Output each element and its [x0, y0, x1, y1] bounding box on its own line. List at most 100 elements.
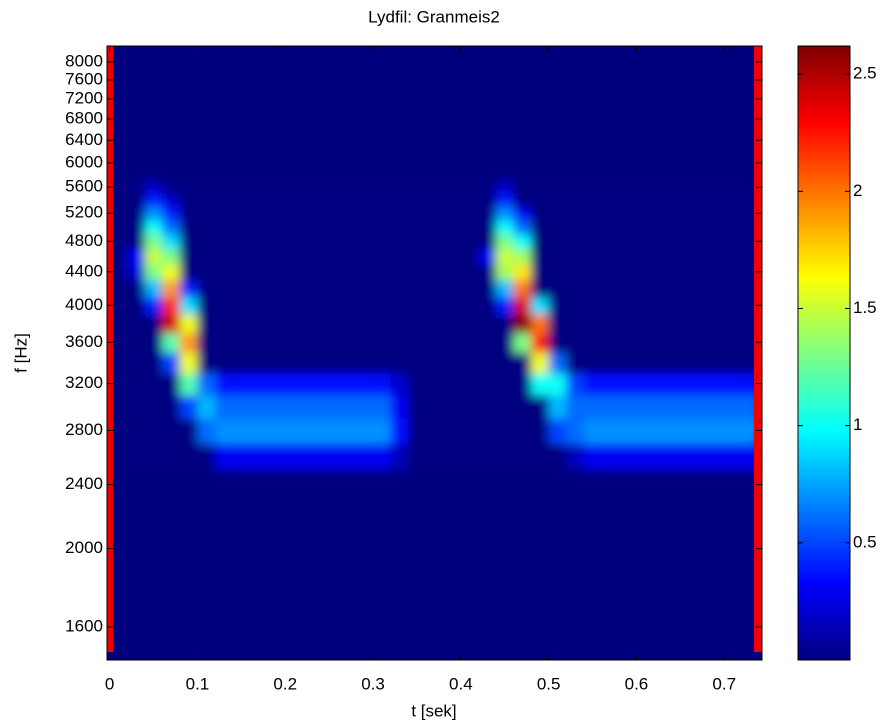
y-tick-label: 4800	[65, 231, 103, 250]
heatmap-cell	[162, 193, 181, 208]
heatmap-cell	[531, 234, 550, 250]
heatmap-cell	[513, 352, 532, 374]
heatmap-cell	[232, 314, 251, 334]
heatmap-cell	[267, 193, 286, 208]
heatmap-cell	[706, 296, 725, 315]
heatmap-cell	[355, 180, 374, 195]
heatmap-cell	[478, 418, 497, 444]
plot-frame	[106, 45, 763, 661]
heatmap-cell	[618, 234, 637, 250]
heatmap-cell	[443, 234, 462, 250]
heatmap-cell	[601, 248, 620, 265]
heatmap-cell	[548, 248, 567, 265]
heatmap-cell	[390, 248, 409, 265]
heatmap-cell	[250, 180, 269, 195]
heatmap-cell	[495, 394, 515, 419]
heatmap-cell	[179, 394, 198, 419]
heatmap-cell	[179, 220, 198, 235]
y-tick-label: 3200	[65, 373, 103, 392]
heatmap-cell	[618, 248, 637, 265]
heatmap-cell	[531, 418, 550, 444]
heatmap-cell	[654, 314, 673, 334]
heatmap-cell	[671, 248, 690, 265]
heatmap-cell	[144, 314, 163, 334]
heatmap-cell	[583, 220, 602, 235]
heatmap-cell	[127, 206, 146, 221]
heatmap-cell	[214, 418, 234, 444]
heatmap-cell	[162, 279, 181, 298]
heatmap-cell	[390, 206, 409, 221]
heatmap-cell	[408, 193, 427, 208]
heatmap-cell	[197, 296, 216, 315]
heatmap-cell	[478, 394, 497, 419]
heatmap-cell	[689, 220, 708, 235]
heatmap-cell	[162, 314, 181, 334]
heatmap-cell	[232, 443, 251, 470]
heatmap-cell	[443, 206, 462, 221]
heatmap-cell	[425, 352, 444, 374]
heatmap-cell	[302, 206, 321, 221]
heatmap-cell	[285, 234, 304, 250]
heatmap-cell	[460, 234, 479, 250]
heatmap-cell	[320, 248, 339, 265]
heatmap-cell	[232, 234, 251, 250]
heatmap-cell	[144, 234, 163, 250]
heatmap-cell	[302, 394, 321, 419]
heatmap-cell	[495, 372, 515, 396]
heatmap-cell	[460, 418, 479, 444]
heatmap-cell	[179, 352, 198, 374]
heatmap-cell	[618, 443, 637, 470]
heatmap-cell	[583, 332, 602, 353]
heatmap-cell	[513, 314, 532, 334]
heatmap-cell	[566, 180, 585, 195]
heatmap-cell	[531, 394, 550, 419]
heatmap-cell	[179, 206, 198, 221]
heatmap-cell	[706, 372, 725, 396]
heatmap-cell	[548, 332, 567, 353]
heatmap-cell	[566, 314, 585, 334]
heatmap-cell	[214, 279, 234, 298]
heatmap-cell	[495, 220, 515, 235]
heatmap-cell	[425, 314, 444, 334]
heatmap-cell	[495, 248, 515, 265]
heatmap-cell	[636, 394, 655, 419]
heatmap-cell	[583, 296, 602, 315]
y-tick-label: 8000	[65, 51, 103, 70]
heatmap-cell	[197, 248, 216, 265]
heatmap-cell	[109, 418, 128, 444]
heatmap-cell	[460, 279, 479, 298]
heatmap-cell	[495, 443, 515, 470]
heatmap-cell	[179, 193, 198, 208]
heatmap-cell	[109, 394, 128, 419]
y-tick-label: 6400	[65, 130, 103, 149]
heatmap-cell	[250, 296, 269, 315]
heatmap-cell	[443, 394, 462, 419]
heatmap-cell	[302, 372, 321, 396]
heatmap-cell	[162, 372, 181, 396]
heatmap-cell	[267, 314, 286, 334]
heatmap-cell	[495, 314, 515, 334]
heatmap-cell	[162, 352, 181, 374]
heatmap-cell	[267, 394, 286, 419]
heatmap-cell	[320, 234, 339, 250]
heatmap-cell	[144, 352, 163, 374]
heatmap-cell	[689, 279, 708, 298]
heatmap-cell	[706, 314, 725, 334]
heatmap-cell	[724, 352, 743, 374]
heatmap-cell	[232, 248, 251, 265]
heatmap-cell	[390, 314, 409, 334]
heatmap-cell	[214, 264, 234, 281]
heatmap-cell	[460, 394, 479, 419]
heatmap-cell	[654, 264, 673, 281]
heatmap-cell	[320, 394, 339, 419]
heatmap-cell	[706, 279, 725, 298]
heatmap-cell	[601, 279, 620, 298]
heatmap-cell	[179, 443, 198, 470]
heatmap-cell	[197, 332, 216, 353]
heatmap-cell	[197, 193, 216, 208]
heatmap-cell	[250, 193, 269, 208]
heatmap-cell	[232, 180, 251, 195]
heatmap-cell	[337, 193, 356, 208]
heatmap-cell	[671, 193, 690, 208]
heatmap-cell	[636, 418, 655, 444]
